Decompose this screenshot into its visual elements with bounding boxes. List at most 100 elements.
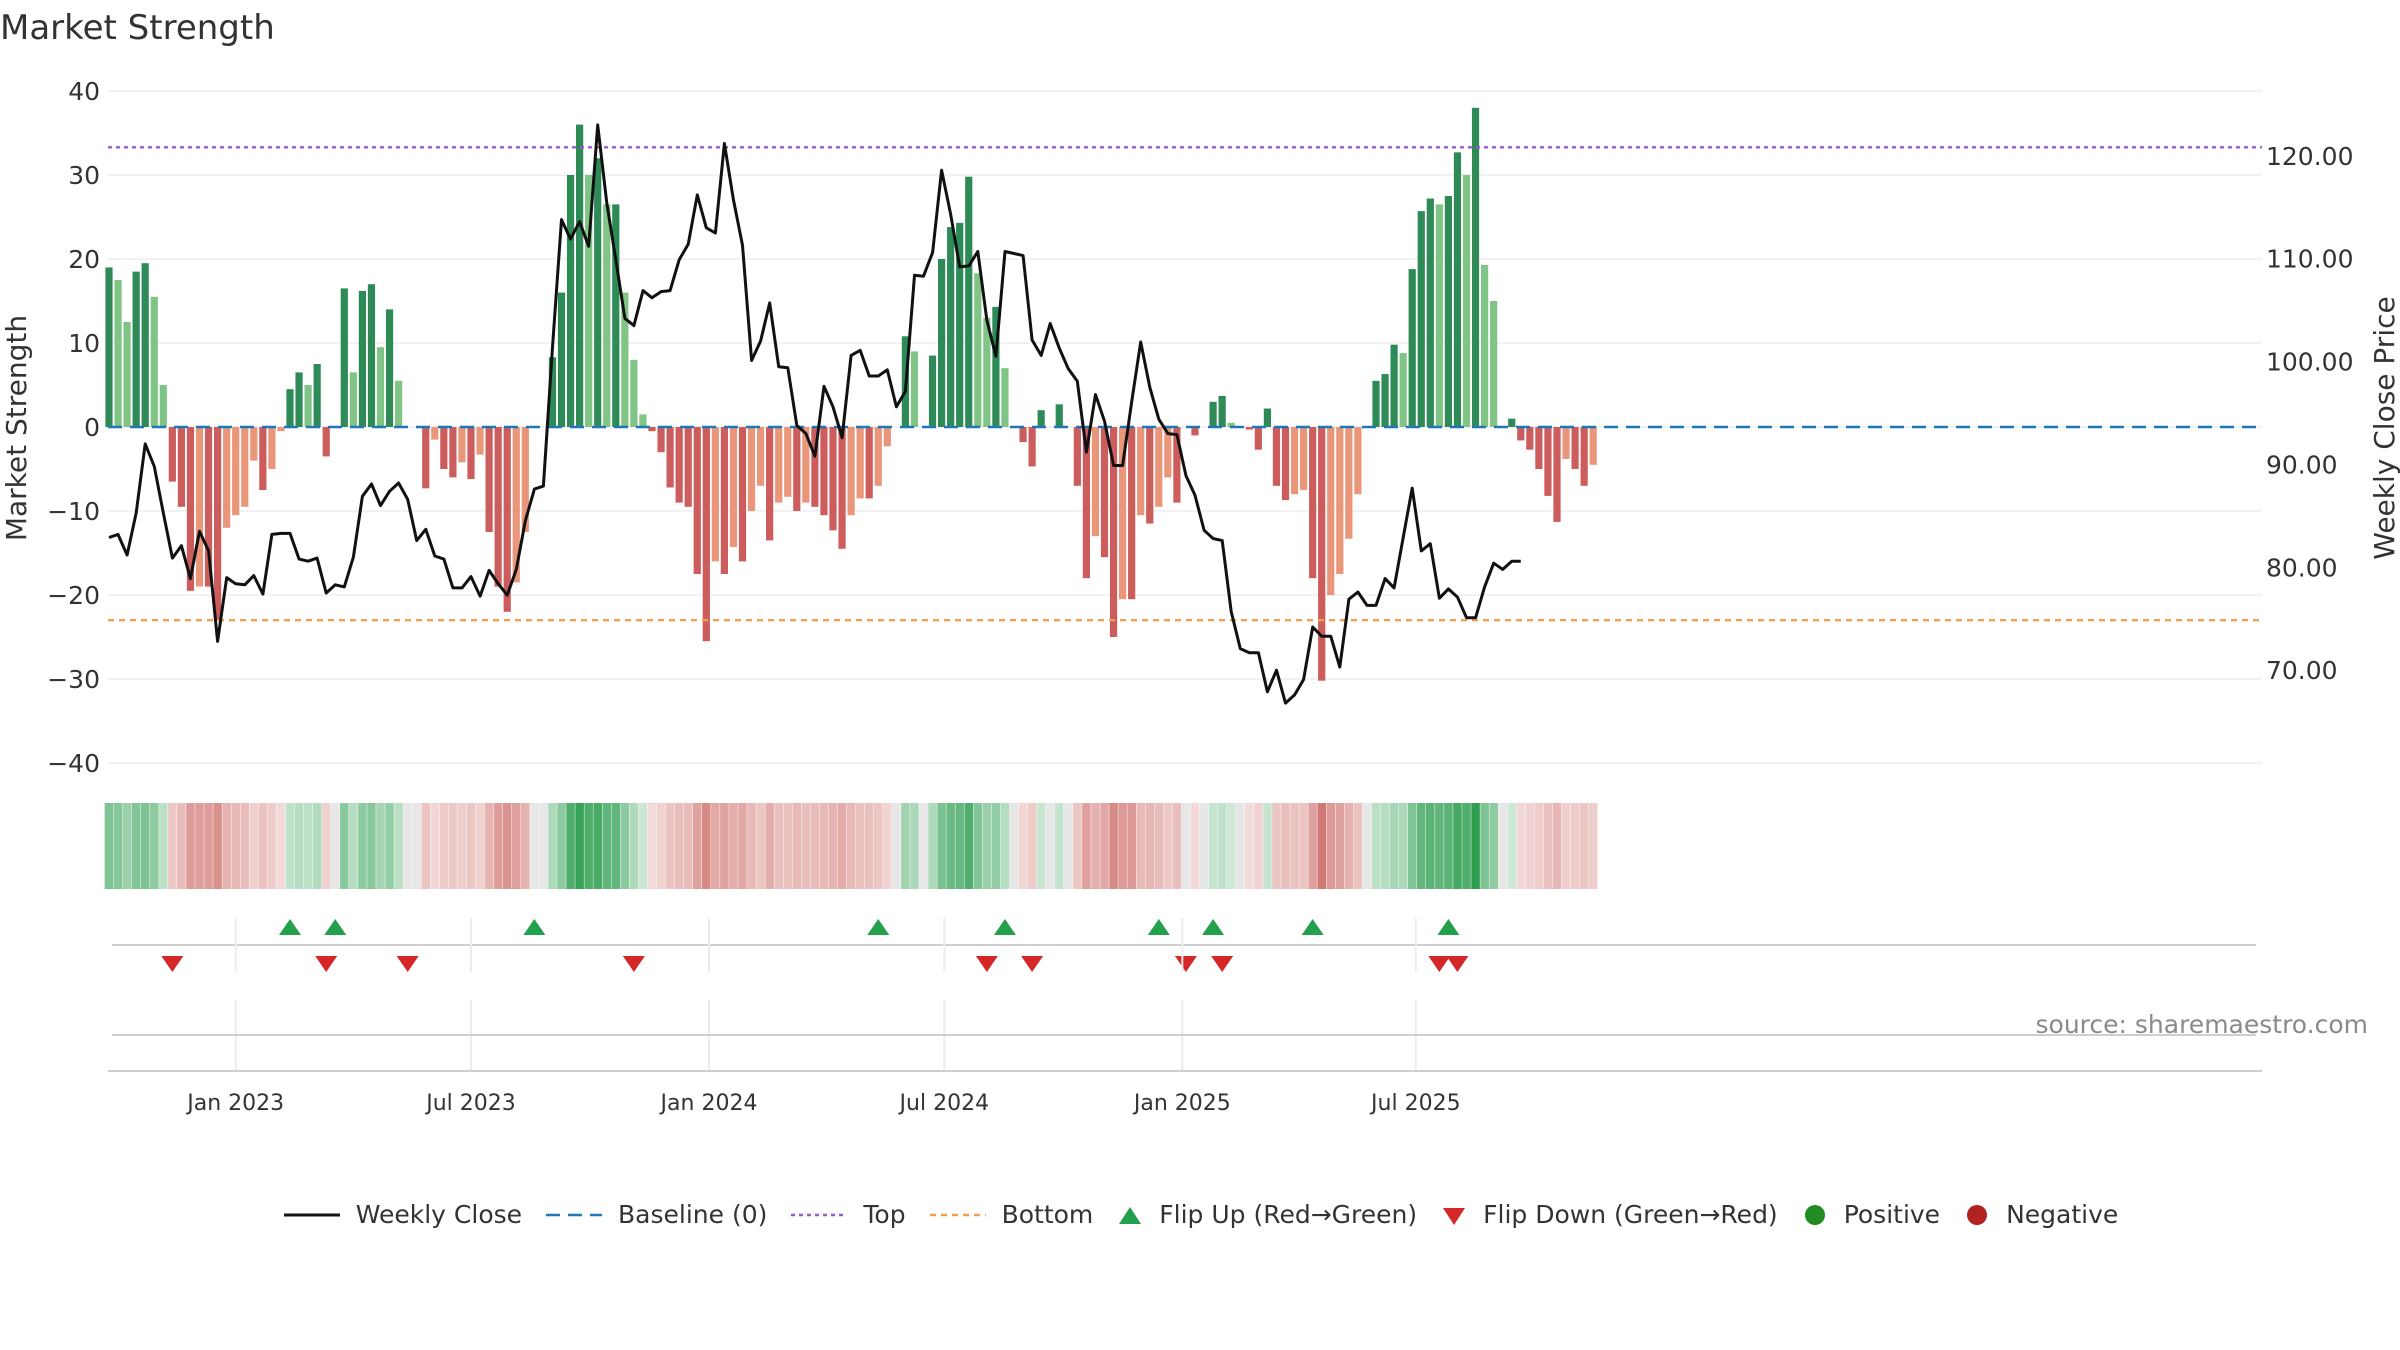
heat-cell	[140, 803, 150, 889]
strength-bar	[675, 427, 683, 503]
y-tick-label: 10	[68, 329, 100, 358]
strength-bar	[168, 427, 176, 482]
heat-cell	[168, 803, 177, 889]
flip-up-marker	[324, 919, 347, 935]
strength-bar	[1562, 427, 1570, 459]
heat-cell	[1435, 803, 1444, 889]
strength-bar	[1309, 427, 1317, 579]
heat-cell	[376, 803, 385, 889]
heat-cell	[1208, 803, 1218, 889]
strength-bar	[1128, 427, 1136, 600]
heat-cell	[104, 803, 114, 889]
y-tick-label: 20	[68, 245, 100, 274]
strength-bar	[1281, 427, 1290, 501]
heat-cell	[1326, 803, 1336, 889]
heat-cell	[864, 803, 874, 889]
heat-cell	[1498, 803, 1507, 889]
flip-up-marker	[1301, 919, 1324, 935]
heat-cell	[1154, 803, 1164, 889]
left-axis: 40 30 20 10 0 −10 −20 −30 −40	[47, 77, 100, 778]
strength-bar	[630, 359, 638, 427]
heat-cell	[1163, 803, 1173, 889]
heat-cell	[493, 803, 503, 889]
strength-bar	[1481, 264, 1489, 427]
heat-cell	[1199, 803, 1209, 889]
strength-bar	[702, 427, 710, 642]
strength-bar	[1426, 198, 1434, 427]
strength-bar	[838, 427, 846, 549]
heat-cell	[1371, 803, 1381, 889]
x-tick-label: Jul 2025	[1369, 1091, 1461, 1116]
strength-bar	[150, 296, 158, 427]
heat-cell	[855, 803, 865, 889]
x-tick-label: Jul 2024	[898, 1091, 990, 1116]
strength-bars	[105, 107, 1597, 681]
y2-tick-label: 100.00	[2266, 348, 2353, 377]
strength-bar	[295, 372, 303, 427]
heat-cell	[683, 803, 693, 889]
heat-cell	[340, 803, 349, 889]
heat-cell	[502, 803, 512, 889]
strength-bar	[747, 427, 756, 511]
strength-bar	[639, 414, 647, 427]
heat-cell	[1480, 803, 1489, 889]
heat-cell	[584, 803, 593, 889]
strength-bar	[322, 427, 330, 457]
legend-item-positive: Positive	[1800, 1200, 1940, 1229]
strength-bar	[711, 427, 719, 562]
heat-cell	[1054, 803, 1064, 889]
heat-cell	[1136, 803, 1145, 889]
strength-bar	[1453, 152, 1462, 427]
strength-bar	[1137, 427, 1145, 516]
legend-symbol	[929, 1213, 986, 1216]
heat-cell	[928, 803, 937, 889]
heat-cell	[511, 803, 521, 889]
heat-cell	[1254, 803, 1263, 889]
strength-bar	[512, 427, 520, 583]
heat-cell	[692, 803, 702, 889]
strength-bar	[159, 385, 167, 427]
flip-down-marker	[1021, 956, 1044, 972]
heat-cell	[439, 803, 449, 889]
strength-bar	[1408, 269, 1416, 427]
heat-cell	[267, 803, 277, 889]
heat-cell	[566, 803, 575, 889]
strength-bar	[286, 389, 294, 427]
heat-cell	[1453, 803, 1462, 889]
heat-cell	[1109, 803, 1118, 889]
heat-cell	[222, 803, 231, 889]
strength-bar	[494, 427, 502, 587]
heat-cell	[828, 803, 838, 889]
strength-bar	[594, 158, 602, 427]
strength-bar	[1028, 427, 1036, 467]
strength-bar	[422, 427, 430, 489]
heat-cell	[258, 803, 268, 889]
heat-cell	[1579, 803, 1589, 889]
strength-bar	[585, 175, 593, 427]
strength-bar	[1553, 427, 1561, 522]
heat-cell	[204, 803, 213, 889]
strength-bar	[1146, 427, 1154, 524]
flip-down-marker	[396, 956, 419, 972]
heat-cell	[1118, 803, 1127, 889]
strength-bar	[123, 322, 131, 427]
legend-symbol	[1443, 1207, 1466, 1225]
strength-bar	[268, 427, 276, 469]
strength-bar	[440, 427, 448, 469]
heat-cell	[394, 803, 403, 889]
heat-cell	[1190, 803, 1200, 889]
heat-cell	[303, 803, 313, 889]
heat-cell	[575, 803, 584, 889]
strength-bar	[1345, 427, 1353, 539]
strength-bar	[883, 427, 891, 447]
strength-bar	[1100, 427, 1109, 558]
heat-cell	[548, 803, 557, 889]
strength-bar	[1399, 353, 1407, 427]
heat-cell	[1281, 803, 1290, 889]
heat-cell	[312, 803, 322, 889]
heat-cell	[122, 803, 132, 889]
y2-tick-label: 90.00	[2266, 450, 2338, 479]
strength-bar	[1580, 427, 1588, 486]
strength-bar	[1227, 422, 1235, 427]
strength-bar	[485, 427, 493, 532]
